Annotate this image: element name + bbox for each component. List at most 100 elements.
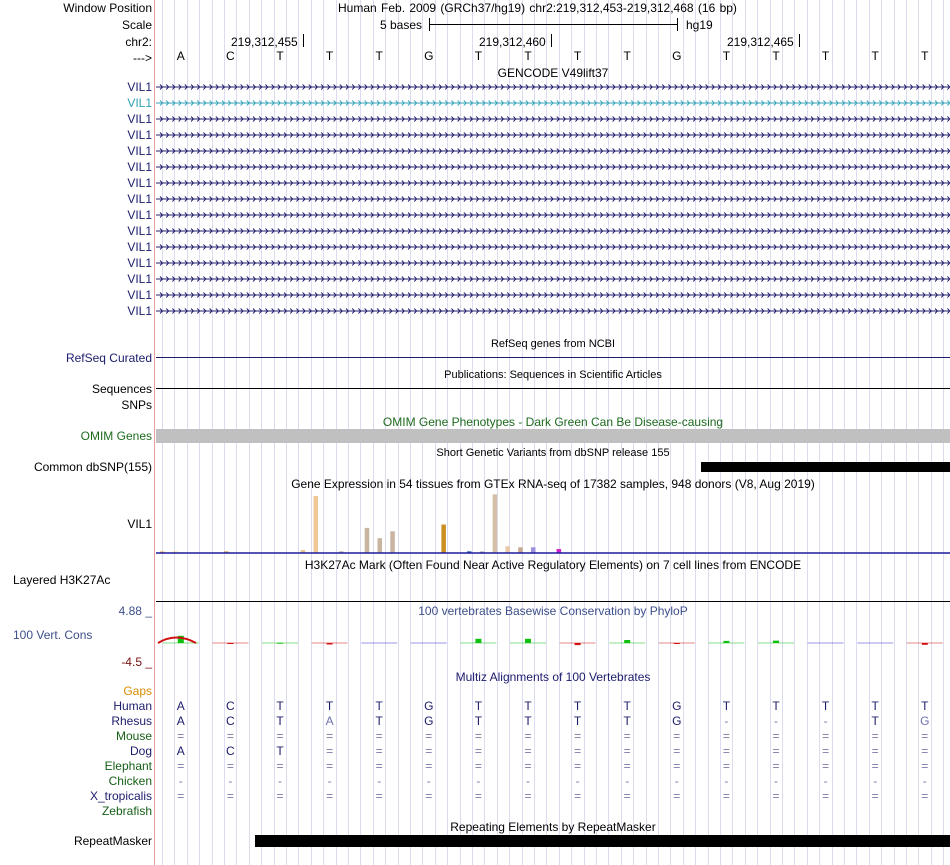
scale-bar (429, 24, 677, 25)
gtex-tissue-bar[interactable] (364, 527, 370, 553)
gtex-tissue-bar[interactable] (556, 549, 562, 553)
phylop-score-bar[interactable] (326, 643, 333, 645)
gtex-tissue-bar[interactable] (518, 547, 523, 553)
refseq-title: RefSeq genes from NCBI (490, 338, 616, 350)
gtex-tissue-bar[interactable] (339, 551, 344, 553)
omim-feature-bar[interactable] (156, 429, 950, 443)
alignment-base: - (426, 774, 431, 788)
gencode-gene-label[interactable]: VIL1 (127, 144, 152, 158)
gencode-gene-label[interactable]: VIL1 (127, 192, 152, 206)
gtex-tissue-bar[interactable] (441, 524, 446, 554)
alignment-base: = (673, 729, 681, 743)
alignment-base: - (178, 774, 183, 788)
alignment-base: = (871, 744, 879, 758)
phylop-label[interactable]: 100 Vert. Cons (13, 628, 93, 642)
snps-label[interactable]: SNPs (121, 398, 152, 412)
gtex-tissue-bar[interactable] (492, 494, 498, 553)
gencode-gene-label[interactable]: VIL1 (127, 80, 152, 94)
position-tick-label: 219,312,460 (479, 35, 546, 49)
repeatmasker-feature-bar[interactable] (255, 835, 950, 847)
omim-label[interactable]: OMIM Genes (80, 429, 152, 443)
gtex-tissue-bar[interactable] (467, 551, 472, 553)
phylop-score-bar[interactable] (921, 643, 928, 645)
publications-feature-line[interactable] (156, 388, 950, 389)
alignment-base: T (375, 714, 383, 728)
phylop-score-bar[interactable] (525, 638, 531, 643)
gencode-gene-label[interactable]: VIL1 (127, 304, 152, 318)
species-label[interactable]: Rhesus (111, 714, 152, 728)
repeatmasker-label[interactable]: RepeatMasker (73, 834, 152, 848)
gtex-tissue-bar[interactable] (531, 547, 536, 553)
gtex-tissue-bar[interactable] (377, 538, 383, 553)
gencode-gene-label[interactable]: VIL1 (127, 288, 152, 302)
alignment-base: = (772, 759, 780, 773)
species-label[interactable]: X_tropicalis (89, 789, 152, 803)
alignment-base: = (474, 789, 482, 803)
h3k27ac-label[interactable]: Layered H3K27Ac (13, 573, 111, 587)
species-label[interactable]: Elephant (104, 759, 152, 773)
phylop-score-bar[interactable] (475, 638, 482, 643)
alignment-base: = (375, 729, 383, 743)
phylop-score-bar[interactable] (723, 640, 730, 643)
gencode-gene-label[interactable]: VIL1 (127, 208, 152, 222)
phylop-score-bar[interactable] (277, 642, 283, 644)
alignment-base: T (921, 699, 929, 713)
phylop-score-bar[interactable] (624, 640, 631, 643)
gencode-gene-label[interactable]: VIL1 (127, 256, 152, 270)
gencode-gene-label[interactable]: VIL1 (127, 224, 152, 238)
alignment-base: T (325, 699, 334, 713)
gtex-label[interactable]: VIL1 (127, 517, 152, 531)
alignment-base: = (722, 729, 730, 743)
gtex-tissue-bar[interactable] (390, 531, 395, 553)
scale-bar-right-tick (677, 18, 678, 31)
phylop-score-bar[interactable] (673, 643, 680, 644)
phylop-score-bar[interactable] (177, 635, 184, 643)
sequence-base: T (573, 49, 582, 63)
alignment-base: = (524, 729, 532, 743)
dbsnp-feature-bar[interactable] (701, 462, 950, 472)
publications-label[interactable]: Sequences (91, 382, 152, 396)
species-label[interactable]: Chicken (108, 774, 152, 788)
species-label[interactable]: Human (113, 699, 152, 713)
alignment-base: T (276, 714, 284, 728)
sequence-base: T (623, 49, 631, 63)
alignment-base: = (524, 744, 532, 758)
gencode-transcripts[interactable] (156, 0, 950, 340)
dbsnp-label[interactable]: Common dbSNP(155) (33, 460, 152, 474)
alignment-base: - (774, 774, 778, 788)
alignment-base: = (623, 789, 631, 803)
gtex-tissue-bar[interactable] (505, 546, 510, 553)
species-label[interactable]: Zebrafish (101, 804, 152, 818)
gtex-tissue-bar[interactable] (224, 551, 229, 553)
alignment-base: T (623, 714, 631, 728)
gencode-gene-label[interactable]: VIL1 (127, 96, 152, 110)
gencode-gene-label[interactable]: VIL1 (127, 176, 152, 190)
species-label[interactable]: Dog (129, 744, 152, 758)
alignment-base: = (474, 744, 482, 758)
alignment-base: T (871, 699, 879, 713)
alignment-base: = (524, 789, 532, 803)
phylop-score-bar[interactable] (227, 643, 234, 644)
alignment-base: = (673, 744, 681, 758)
position-tick (551, 34, 552, 47)
refseq-feature-line[interactable] (156, 357, 950, 358)
gencode-gene-label[interactable]: VIL1 (127, 128, 152, 142)
phylop-score-bar[interactable] (773, 640, 779, 643)
refseq-label[interactable]: RefSeq Curated (65, 351, 152, 365)
gtex-tissue-bar[interactable] (313, 496, 319, 553)
alignment-base: - (823, 774, 828, 788)
phylop-score-bar[interactable] (574, 643, 581, 646)
track-image-panel[interactable]: Human Feb. 2009 (GRCh37/hg19) chr2:219,3… (156, 0, 950, 865)
gencode-gene-label[interactable]: VIL1 (127, 160, 152, 174)
alignment-base: = (375, 744, 383, 758)
sequence-base: T (524, 49, 532, 63)
alignment-base: C (226, 699, 235, 713)
gtex-bar-chart[interactable] (156, 0, 950, 865)
gencode-gene-label[interactable]: VIL1 (127, 112, 152, 126)
species-label[interactable]: Mouse (115, 729, 152, 743)
phylop-wiggle[interactable] (156, 0, 950, 865)
gencode-gene-label[interactable]: VIL1 (127, 272, 152, 286)
gencode-gene-label[interactable]: VIL1 (127, 240, 152, 254)
gtex-tissue-bar[interactable] (300, 550, 306, 553)
sequence-base: T (325, 49, 334, 63)
